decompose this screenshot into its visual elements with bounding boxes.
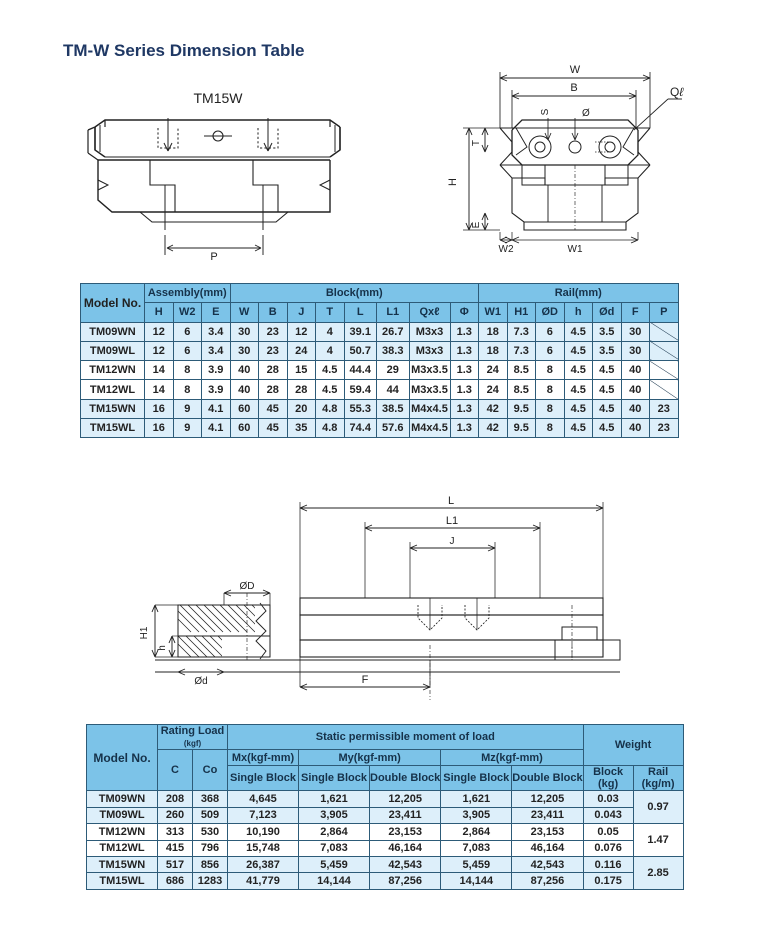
svg-text:H: H [447, 178, 459, 186]
svg-text:F: F [362, 674, 369, 686]
svg-text:H1: H1 [139, 626, 150, 639]
svg-text:ØD: ØD [240, 581, 255, 592]
svg-text:Ø: Ø [582, 108, 590, 119]
svg-text:TM15W: TM15W [194, 90, 244, 106]
svg-text:B: B [570, 82, 577, 94]
svg-text:h: h [157, 645, 168, 651]
svg-text:S: S [540, 108, 551, 115]
svg-text:W2: W2 [499, 244, 514, 255]
svg-text:W1: W1 [568, 244, 583, 255]
svg-text:P: P [210, 251, 217, 263]
svg-text:Ød: Ød [194, 676, 207, 687]
svg-text:L: L [448, 495, 454, 507]
svg-text:E: E [471, 221, 482, 228]
svg-text:L1: L1 [446, 515, 458, 527]
svg-text:Qℓ: Qℓ [670, 85, 684, 99]
svg-text:W: W [570, 64, 581, 76]
svg-text:J: J [450, 536, 455, 547]
svg-text:T: T [471, 140, 482, 146]
